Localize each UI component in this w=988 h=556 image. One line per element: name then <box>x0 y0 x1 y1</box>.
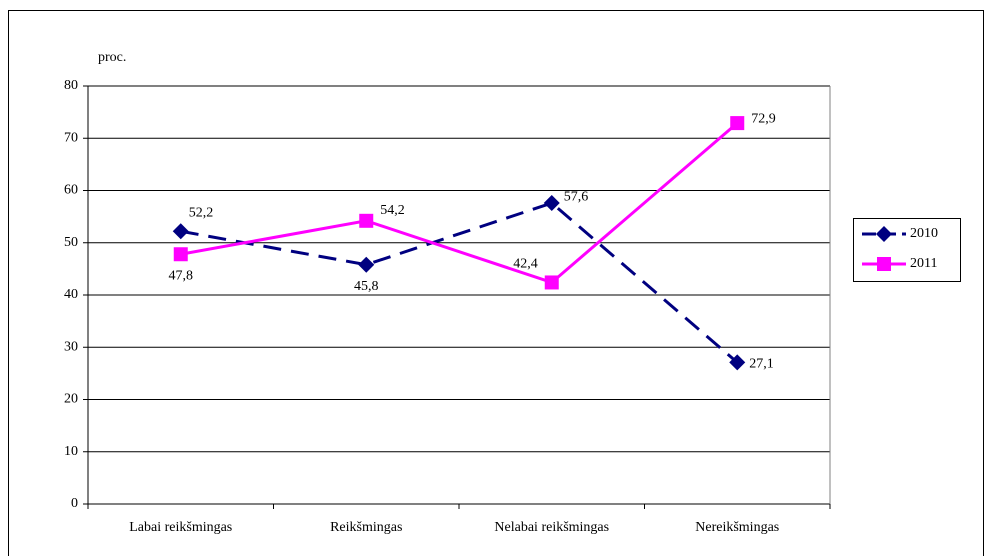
y-tick-label: 50 <box>64 235 78 250</box>
marker-diamond <box>876 226 892 242</box>
y-tick-label: 10 <box>64 444 78 459</box>
y-tick-label: 0 <box>71 496 78 511</box>
legend-label: 2011 <box>910 256 937 271</box>
marker-diamond <box>358 256 375 273</box>
x-tick-label: Nereikšmingas <box>695 520 779 535</box>
chart-frame <box>8 10 984 556</box>
y-tick-label: 70 <box>64 130 78 145</box>
legend-label: 2010 <box>910 226 938 241</box>
series-line <box>180 121 739 285</box>
marker-square <box>730 116 745 131</box>
data-label: 54,2 <box>380 203 405 218</box>
series-line <box>180 201 739 364</box>
y-tick-label: 30 <box>64 339 78 354</box>
marker-square <box>877 257 891 271</box>
marker-square <box>544 275 559 290</box>
marker-diamond <box>172 223 189 240</box>
x-tick-label: Nelabai reikšmingas <box>494 520 609 535</box>
y-tick-label: 80 <box>64 78 78 93</box>
data-label: 57,6 <box>564 189 589 204</box>
data-label: 52,2 <box>189 205 214 220</box>
marker-square <box>359 213 374 228</box>
data-label: 72,9 <box>751 111 776 126</box>
data-label: 45,8 <box>354 279 379 294</box>
marker-diamond <box>729 354 746 371</box>
y-tick-label: 40 <box>64 287 78 302</box>
marker-diamond <box>543 195 560 212</box>
x-tick-label: Labai reikšmingas <box>129 520 232 535</box>
x-tick-label: Reikšmingas <box>330 520 402 535</box>
y-tick-label: 20 <box>64 392 78 407</box>
y-axis-label: proc. <box>98 50 126 65</box>
legend-box <box>853 218 961 282</box>
data-label: 42,4 <box>513 257 538 272</box>
data-label: 47,8 <box>169 268 194 283</box>
data-label: 27,1 <box>749 357 774 372</box>
y-tick-label: 60 <box>64 183 78 198</box>
marker-square <box>173 247 188 262</box>
